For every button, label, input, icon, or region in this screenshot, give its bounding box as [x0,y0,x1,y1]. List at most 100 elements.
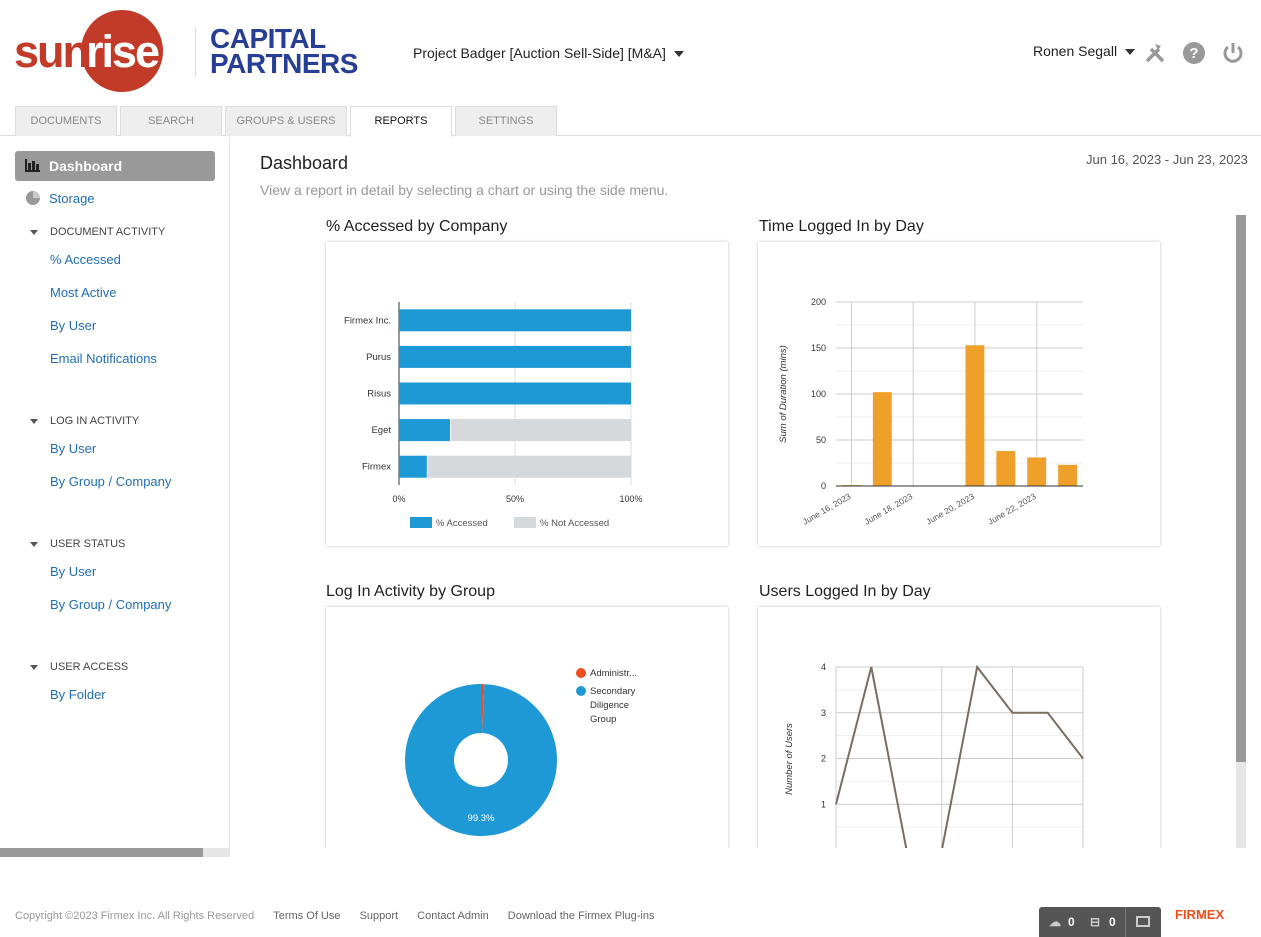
power-icon[interactable] [1221,41,1245,65]
sidebar-item-dashboard[interactable]: Dashboard [15,151,215,181]
main-tabs: DOCUMENTS SEARCH GROUPS & USERS REPORTS … [0,106,1261,137]
y-tick-label: 150 [811,343,826,353]
sidebar-item-by-folder[interactable]: By Folder [50,687,106,702]
transfer-status-bar: ☁ 0 ⊟ 0 [1039,907,1161,937]
y-tick-label: 4 [821,662,826,672]
chart-title: Users Logged In by Day [759,583,931,600]
upload-cloud-icon: ☁ [1049,915,1061,929]
tab-groups-users[interactable]: GROUPS & USERS [225,106,347,136]
bar [965,345,985,486]
bar [399,382,631,405]
chevron-down-icon [1125,49,1136,56]
scrollbar-thumb[interactable] [1236,215,1246,762]
dashboard-content: % Accessed by Company Time Logged In by … [231,137,1236,848]
legend-label: % Not Accessed [540,518,609,529]
sidebar-item-storage[interactable]: Storage [49,191,95,206]
x-tick-label: June 18, 2023 [863,491,915,527]
footer: Copyright ©2023 Firmex Inc. All Rights R… [15,910,655,922]
svg-text:rise: rise [86,26,159,77]
tab-reports[interactable]: REPORTS [350,106,452,137]
y-tick-label: 2 [821,754,826,764]
support-link[interactable]: Support [359,910,399,922]
time-logged-in-chart: June 16, 2023 June 18, 2023 June 20, 2023 J… [778,297,1083,527]
legend-swatch [576,668,586,678]
data-label: 99.3% [468,813,495,824]
bar [399,309,631,332]
sidebar-item-login-by-user[interactable]: By User [50,441,97,456]
bar [996,451,1016,486]
y-axis-label: Number of Users [784,723,795,795]
accessed-by-company-chart: 0% 50% 100% Firmex Inc. Purus Risus Eget Firmex… [344,302,643,529]
tools-icon[interactable] [1143,41,1167,65]
bar [399,455,427,478]
upload-count[interactable]: 0 [1068,915,1075,929]
chart-card-time-logged-in[interactable]: June 16, 2023 June 18, 2023 June 20, 2023 J… [758,242,1160,546]
y-tick-label: 1 [821,799,826,809]
bar [399,419,451,442]
pie-slice [405,684,558,836]
y-tick-label: 200 [811,297,826,307]
sidebar-horizontal-scrollbar[interactable] [0,848,230,857]
sidebar-item-percent-accessed[interactable]: % Accessed [50,252,121,267]
sunrise-logo: sun rise [14,10,163,92]
sidebar-section-document-activity[interactable]: DOCUMENT ACTIVITY [26,226,165,238]
sidebar-item-status-by-user[interactable]: By User [50,564,97,579]
legend-label: % Accessed [436,518,488,529]
user-menu[interactable]: Ronen Segall [1033,43,1136,59]
chart-title: % Accessed by Company [326,218,508,235]
copyright: Copyright ©2023 Firmex Inc. All Rights R… [15,910,255,922]
bar-chart-icon [25,159,40,172]
bar [872,392,892,486]
help-icon[interactable]: ? [1182,41,1206,65]
download-count[interactable]: 0 [1109,915,1116,929]
download-plugins-link[interactable]: Download the Firmex Plug-ins [507,910,655,922]
sidebar-item-login-by-group[interactable]: By Group / Company [50,474,172,489]
sidebar-section-login-activity[interactable]: LOG IN ACTIVITY [26,415,139,427]
svg-text:sun: sun [14,26,88,77]
bar [399,345,631,368]
bar [427,455,631,478]
legend-label: Administr... [590,668,637,679]
chart-card-login-by-group[interactable]: 99.3% Administr... Secondary Diligence Group [326,607,728,848]
series-line [835,664,1084,848]
bar [1058,464,1077,486]
scrollbar-thumb[interactable] [0,848,203,857]
bar [451,419,631,442]
y-tick-label: Purus [366,352,391,363]
logo-divider [195,28,196,76]
tab-settings[interactable]: SETTINGS [455,106,557,136]
bar [1027,457,1047,486]
x-tick-label: 50% [506,494,524,504]
sidebar-section-user-status[interactable]: USER STATUS [26,538,125,550]
sidebar-item-email-notifications[interactable]: Email Notifications [50,351,157,366]
legend-swatch [514,517,536,528]
chart-card-accessed-by-company[interactable]: 0% 50% 100% Firmex Inc. Purus Risus Eget Firmex… [326,242,728,546]
contact-admin-link[interactable]: Contact Admin [417,910,489,922]
windows-icon[interactable] [1136,916,1150,927]
legend-swatch [576,686,586,696]
firmex-logo: FIRMEX [1175,907,1225,922]
chart-title: Time Logged In by Day [759,218,924,235]
sidebar-item-doc-by-user[interactable]: By User [50,318,97,333]
sidebar-section-user-access[interactable]: USER ACCESS [26,661,128,673]
company-name: CAPITAL PARTNERS [210,23,358,79]
terms-link[interactable]: Terms Of Use [273,910,341,922]
tab-search[interactable]: SEARCH [120,106,222,136]
pie-slice [481,684,485,734]
y-tick-label: 100 [811,389,826,399]
y-tick-label: 50 [816,435,826,445]
page-title: Dashboard [260,153,349,173]
project-selector[interactable]: Project Badger [Auction Sell-Side] [M&A] [413,45,684,61]
sidebar-item-most-active[interactable]: Most Active [50,285,117,300]
y-tick-label: Risus [367,389,391,400]
sidebar-item-status-by-group[interactable]: By Group / Company [50,597,172,612]
chart-card-users-logged-in[interactable]: 1 2 3 4 Number of Users [758,607,1160,848]
main-vertical-scrollbar[interactable] [1236,215,1246,848]
legend-label: Secondary Diligence Group [590,686,636,725]
y-axis-label: Sum of Duration (mins) [778,345,789,443]
users-logged-in-chart: 1 2 3 4 Number of Users [784,662,1084,848]
x-tick-label: June 22, 2023 [986,491,1038,527]
y-tick-label: 0 [821,481,826,491]
tab-documents[interactable]: DOCUMENTS [15,106,117,136]
date-range: Jun 16, 2023 - Jun 23, 2023 [1086,152,1248,167]
